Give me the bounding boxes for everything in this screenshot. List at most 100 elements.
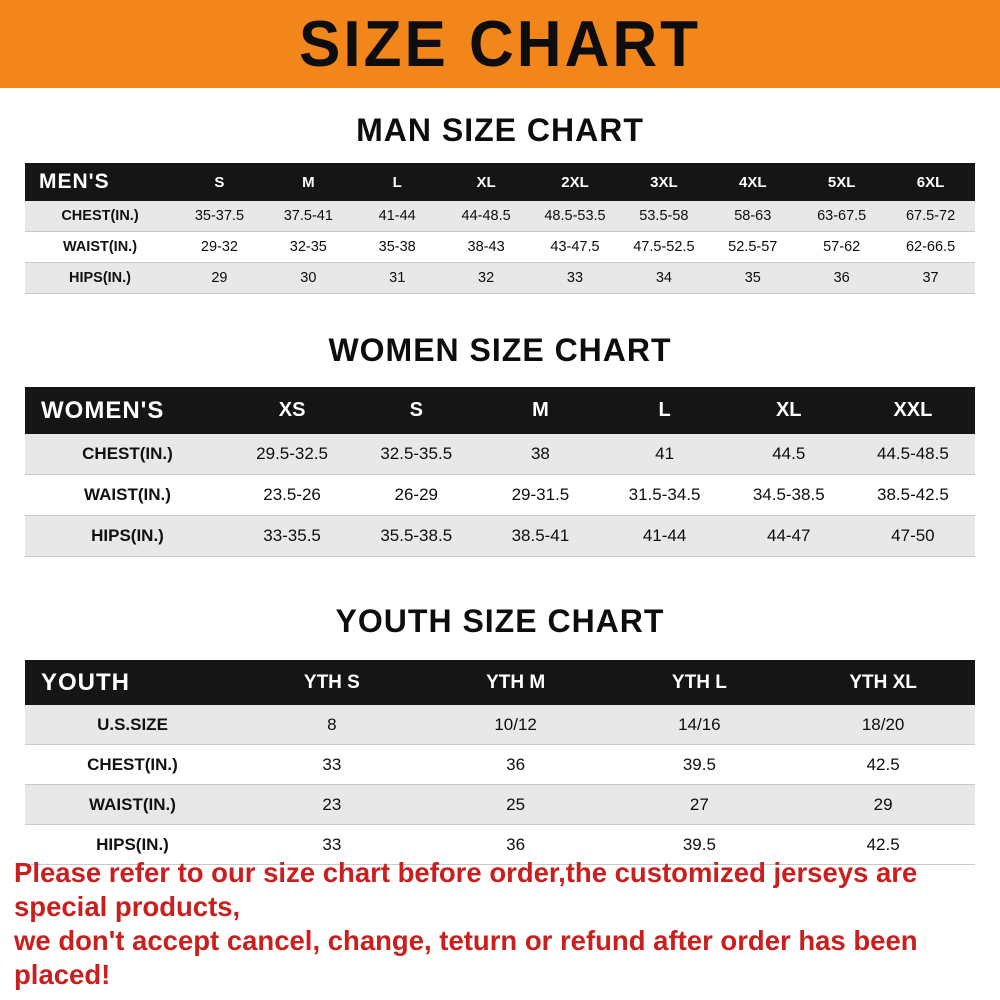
value-cell: 33 [322, 834, 342, 854]
value-cell: 62-66.5 [905, 239, 956, 255]
value-cell: 32-35 [289, 239, 327, 255]
value-cell: 38-43 [467, 239, 505, 255]
size-column-header: XS [278, 399, 306, 421]
footer-line-2: we don't accept cancel, change, teturn o… [14, 924, 918, 990]
size-column-header: L [392, 173, 402, 191]
value-cell: 37.5-41 [283, 208, 333, 224]
table-row: HIPS(IN.) 33 36 39.5 42.5 [25, 825, 975, 865]
table-row: CHEST(IN.) 33 36 39.5 42.5 [25, 745, 975, 785]
value-cell: 38.5-41 [511, 526, 570, 545]
row-label-cell: HIPS(IN.) [91, 526, 164, 545]
row-label-cell: WAIST(IN.) [62, 239, 138, 255]
value-cell: 36 [506, 834, 526, 854]
value-cell: 36 [833, 270, 850, 286]
size-column-header: YTH L [671, 671, 727, 693]
value-cell: 44.5 [772, 444, 806, 463]
table-row: CHEST(IN.) 29.5-32.5 32.5-35.5 38 41 44.5 44.5… [25, 434, 975, 475]
value-cell: 35.5-38.5 [380, 526, 453, 545]
value-cell: 34 [655, 270, 672, 286]
value-cell: 52.5-57 [728, 239, 778, 255]
table-header-row: WOMEN'S XS S M L XL XXL [25, 387, 975, 434]
size-column-header: YTH XL [849, 671, 917, 693]
size-column-header: S [214, 173, 225, 191]
value-cell: 29-32 [200, 239, 238, 255]
table-header-row: MEN'S S M L XL 2XL 3XL 4XL 5XL 6XL [25, 163, 975, 201]
value-cell: 38 [530, 444, 550, 463]
value-cell: 34.5-38.5 [752, 485, 825, 504]
value-cell: 33-35.5 [263, 526, 321, 545]
women-size-section: WOMEN SIZE CHART WOMEN'S XS S M L XL XXL CHEST(… [0, 332, 1000, 557]
size-column-header: 3XL [650, 173, 678, 191]
youth-size-section: YOUTH SIZE CHART YOUTH YTH S YTH M YTH L YTH… [0, 603, 1000, 865]
value-cell: 25 [506, 794, 526, 814]
value-cell: 26-29 [394, 485, 438, 504]
value-cell: 18/20 [861, 714, 905, 734]
value-cell: 41-44 [378, 208, 416, 224]
value-cell: 35-37.5 [194, 208, 245, 224]
value-cell: 39.5 [682, 834, 716, 854]
row-label-cell: CHEST(IN.) [82, 444, 173, 463]
value-cell: 30 [300, 270, 317, 286]
men-size-table: MEN'S S M L XL 2XL 3XL 4XL 5XL 6XL CHEST(IN.) 35-37… [25, 163, 975, 294]
value-cell: 36 [506, 754, 526, 774]
banner: SIZE CHART [0, 0, 1000, 88]
size-column-header: 4XL [739, 173, 767, 191]
row-label-cell: HIPS(IN.) [96, 834, 169, 854]
man-size-heading: MAN SIZE CHART [356, 112, 644, 148]
size-column-header: XL [476, 173, 496, 191]
size-column-header: S [409, 399, 423, 421]
row-label-cell: WAIST(IN.) [84, 485, 171, 504]
row-label-cell: CHEST(IN.) [61, 208, 139, 224]
women-size-table: WOMEN'S XS S M L XL XXL CHEST(IN.) 29.5-32.5 32.5… [25, 387, 975, 557]
youth-size-heading: YOUTH SIZE CHART [335, 603, 665, 639]
value-cell: 29 [873, 794, 893, 814]
size-column-header: YTH S [303, 671, 360, 693]
table-row: WAIST(IN.) 29-32 32-35 35-38 38-43 43-47.5 47.… [25, 232, 975, 263]
women-size-heading: WOMEN SIZE CHART [328, 332, 672, 368]
value-cell: 44-47 [767, 526, 811, 545]
size-column-header: 2XL [561, 173, 589, 191]
value-cell: 14/16 [678, 714, 721, 734]
value-cell: 43-47.5 [550, 239, 600, 255]
size-column-header: 6XL [916, 173, 945, 191]
row-label-cell: HIPS(IN.) [68, 270, 132, 286]
value-cell: 44.5-48.5 [876, 444, 949, 463]
size-column-header: XXL [893, 399, 933, 421]
size-column-header: M [302, 173, 315, 191]
value-cell: 10/12 [494, 714, 537, 734]
row-label-cell: U.S.SIZE [97, 714, 168, 734]
value-cell: 23.5-26 [263, 485, 321, 504]
value-cell: 29 [211, 270, 228, 286]
value-cell: 39.5 [682, 754, 716, 774]
page-title: SIZE CHART [299, 7, 701, 81]
table-title-cell: MEN'S [39, 170, 110, 193]
value-cell: 32.5-35.5 [380, 444, 453, 463]
value-cell: 8 [327, 714, 337, 734]
value-cell: 33 [566, 270, 584, 286]
table-row: HIPS(IN.) 33-35.5 35.5-38.5 38.5-41 41-44 44-… [25, 516, 975, 557]
size-column-header: L [658, 399, 671, 421]
table-row: HIPS(IN.) 29 30 31 32 33 34 35 36 37 [25, 263, 975, 294]
row-label-cell: WAIST(IN.) [89, 794, 176, 814]
value-cell: 35-38 [378, 239, 416, 255]
man-size-section: MAN SIZE CHART MEN'S S M L XL 2XL 3XL 4XL 5XL 6XL… [0, 112, 1000, 294]
value-cell: 63-67.5 [817, 208, 867, 224]
value-cell: 31.5-34.5 [628, 485, 701, 504]
table-row: WAIST(IN.) 23 25 27 29 [25, 785, 975, 825]
value-cell: 58-63 [734, 208, 772, 224]
value-cell: 53.5-58 [639, 208, 689, 224]
value-cell: 41-44 [642, 526, 687, 545]
value-cell: 47-50 [891, 526, 935, 545]
table-row: CHEST(IN.) 35-37.5 37.5-41 41-44 44-48.5 48.5… [25, 201, 975, 232]
table-row: WAIST(IN.) 23.5-26 26-29 29-31.5 31.5-34.5 34… [25, 475, 975, 516]
value-cell: 37 [922, 270, 939, 286]
table-title-cell: WOMEN'S [41, 396, 165, 424]
value-cell: 29-31.5 [511, 485, 570, 504]
footer-note: Please refer to our size chart before or… [14, 856, 992, 992]
row-label-cell: CHEST(IN.) [87, 754, 178, 774]
size-column-header: YTH M [486, 671, 546, 693]
youth-size-table: YOUTH YTH S YTH M YTH L YTH XL U.S.SIZE 8 10/12… [25, 660, 975, 865]
size-column-header: 5XL [827, 173, 856, 191]
footer-line-1: Please refer to our size chart before or… [14, 856, 918, 922]
